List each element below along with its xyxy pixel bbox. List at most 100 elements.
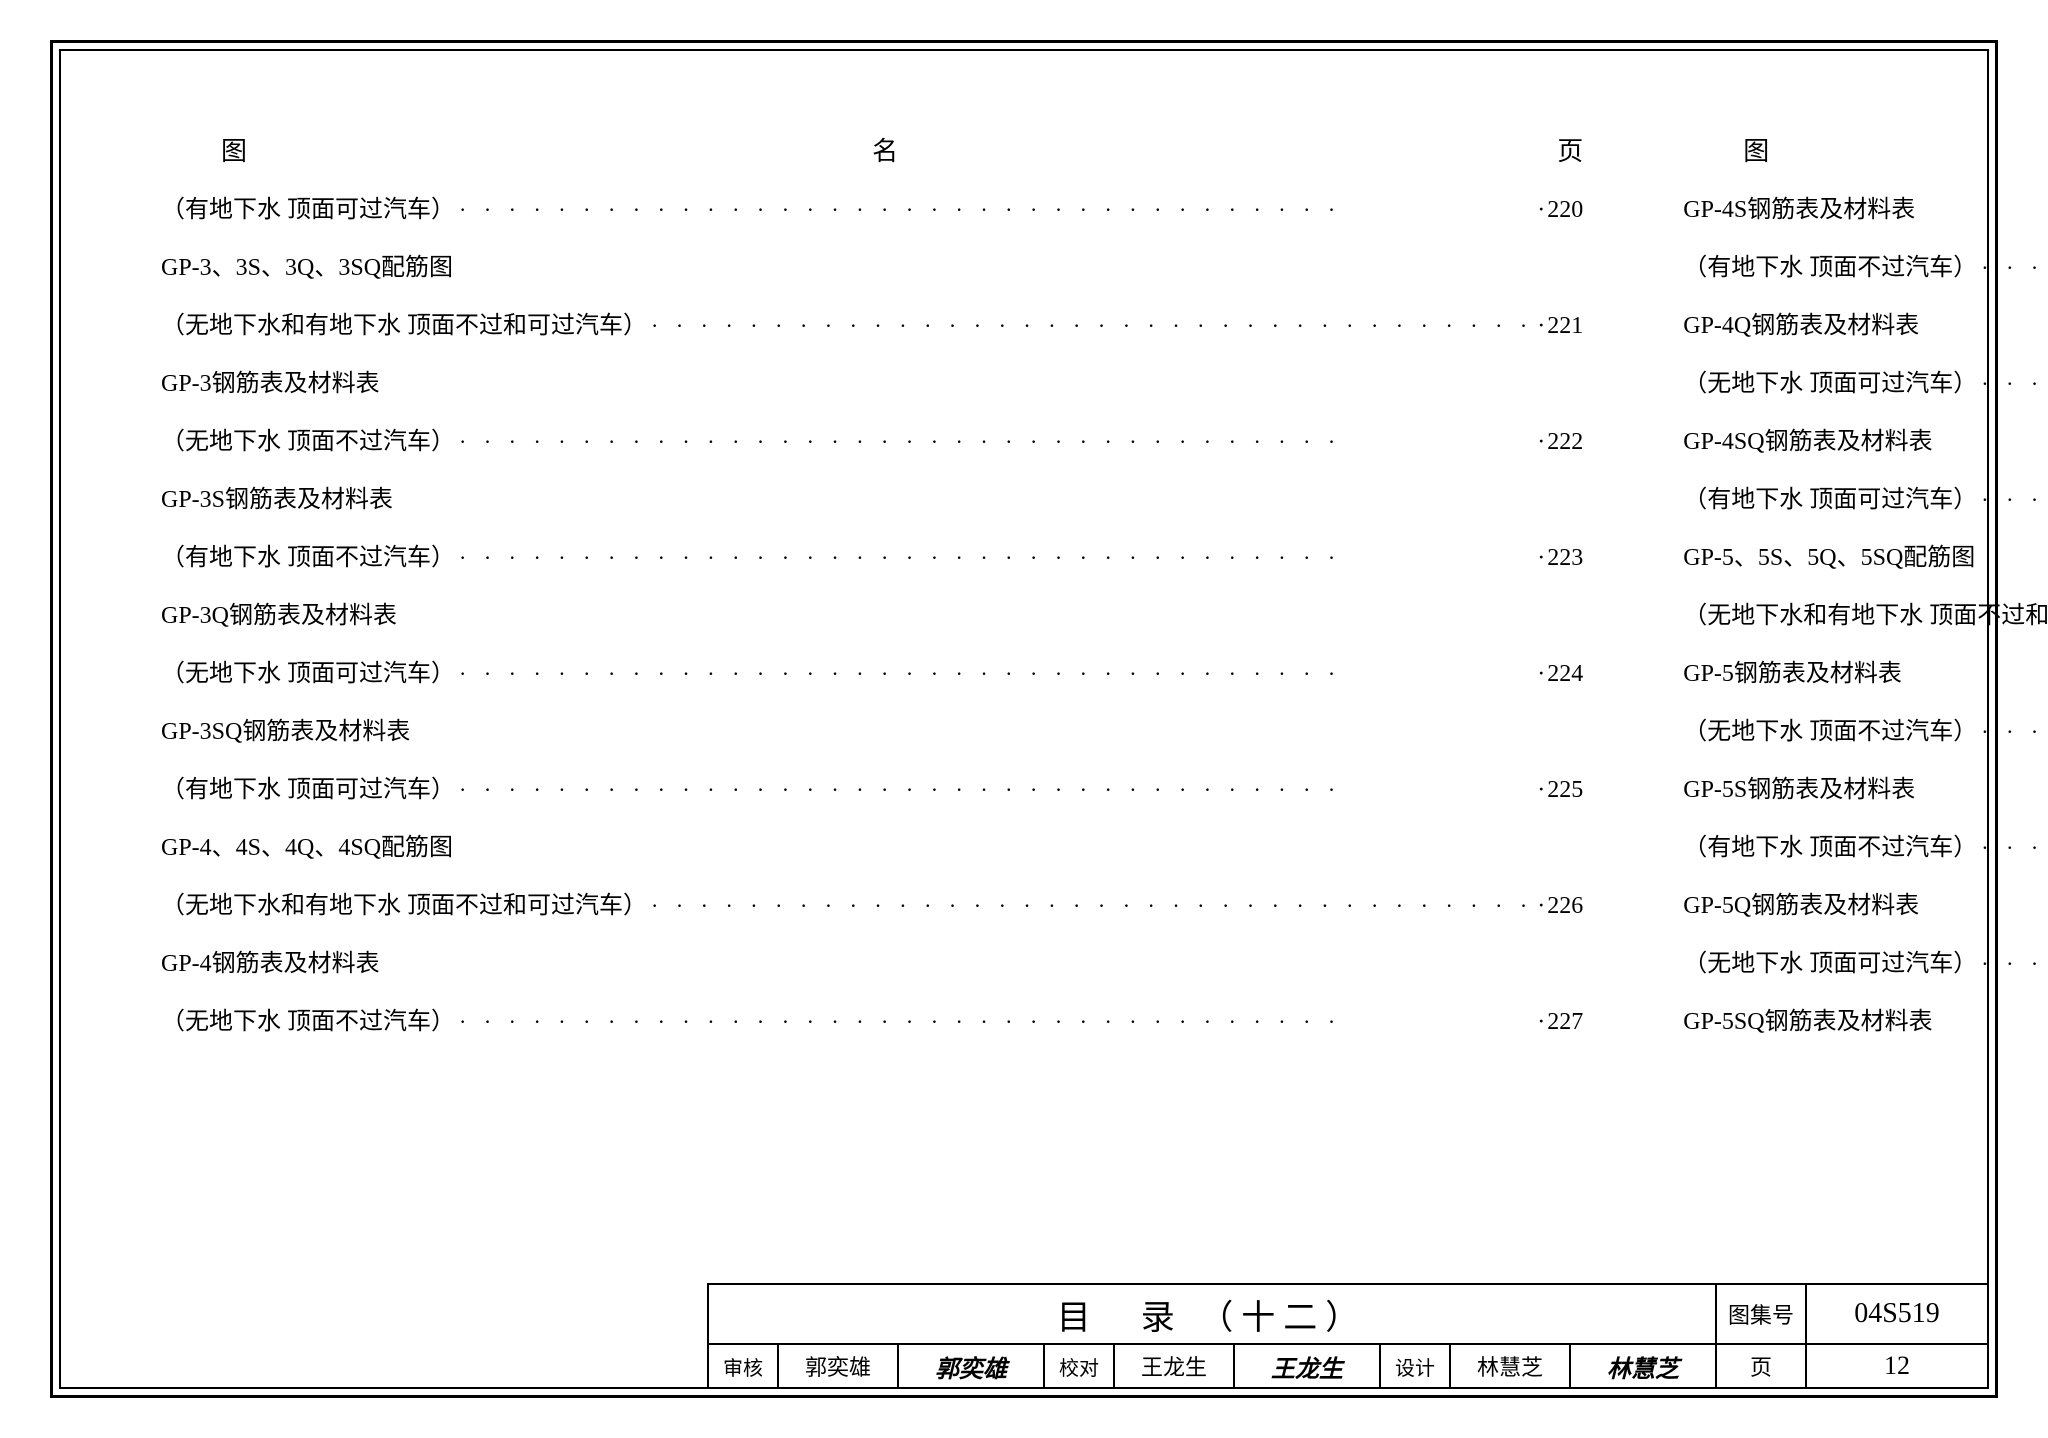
toc-entry: GP-5SQ钢筋表及材料表 [1683, 1010, 2048, 1034]
toc-entry-title: GP-5Q钢筋表及材料表 [1683, 894, 1919, 918]
toc-entry: （无地下水和有地下水 顶面不过和可过汽车） 226 [161, 894, 1583, 918]
toc-entry: GP-4、4S、4Q、4SQ配筋图 [161, 836, 1583, 860]
design-signature: 林慧芝 [1571, 1345, 1717, 1387]
drawing-code-value: 04S519 [1807, 1285, 1987, 1343]
toc-entry: GP-3、3S、3Q、3SQ配筋图 [161, 256, 1583, 280]
toc-right-column: 图 名 页 GP-4S钢筋表及材料表 （有地下水 顶面不过汽车）228 GP-4Q钢… [1683, 131, 2048, 1257]
toc-entry: （无地下水和有地下水 顶面不过和可过汽车）231 [1683, 604, 2048, 628]
page-value: 12 [1807, 1345, 1987, 1387]
toc-entry: （无地下水 顶面可过汽车）224 [161, 662, 1583, 686]
page-label: 页 [1717, 1345, 1807, 1387]
title-block-row-1: 目 录 （十二） 图集号 04S519 [709, 1285, 1987, 1343]
toc-leader-dots [455, 547, 1537, 569]
toc-entry-page: 224 [1537, 662, 1583, 686]
toc-entry: （无地下水 顶面不过汽车）232 [1683, 720, 2048, 744]
toc-entry-title: （无地下水和有地下水 顶面不过和可过汽车） [161, 894, 647, 918]
toc-entry-title: （有地下水 顶面可过汽车） [161, 778, 455, 802]
toc-entry: （无地下水 顶面不过汽车） 222 [161, 430, 1583, 454]
toc-entry-title: （无地下水 顶面不过汽车） [161, 430, 455, 454]
toc-entry: （无地下水 顶面可过汽车）229 [1683, 372, 2048, 396]
toc-entry: GP-4SQ钢筋表及材料表 [1683, 430, 2048, 454]
toc-leader-dots [1977, 489, 2048, 511]
toc-leader-dots [455, 779, 1537, 801]
toc-leader-dots [455, 1011, 1537, 1033]
drawing-title: 目 录 （十二） [709, 1285, 1717, 1343]
toc-leader-dots [1977, 721, 2048, 743]
design-name: 林慧芝 [1451, 1345, 1571, 1387]
toc-entry: GP-3Q钢筋表及材料表 [161, 604, 1583, 628]
toc-entry: GP-5S钢筋表及材料表 [1683, 778, 2048, 802]
toc-entry: （有地下水 顶面不过汽车）228 [1683, 256, 2048, 280]
toc-entry-title: GP-3钢筋表及材料表 [161, 372, 380, 396]
toc-entry-title: GP-4、4S、4Q、4SQ配筋图 [161, 836, 453, 860]
toc-entry-title: GP-5、5S、5Q、5SQ配筋图 [1683, 546, 1975, 570]
toc-content: 图 名 页 （有地下水 顶面可过汽车）220GP-3、3S、3Q、3SQ配筋图（… [161, 131, 1887, 1257]
toc-entry: （有地下水 顶面不过汽车） 223 [161, 546, 1583, 570]
column-header: 图 名 页 [1683, 131, 2048, 168]
drawing-code-label: 图集号 [1717, 1285, 1807, 1343]
review-name: 郭奕雄 [779, 1345, 899, 1387]
toc-leader-dots [1977, 953, 2048, 975]
toc-entry: GP-5钢筋表及材料表 [1683, 662, 2048, 686]
check-signature: 王龙生 [1235, 1345, 1381, 1387]
toc-entry-title: （有地下水 顶面不过汽车） [161, 546, 455, 570]
toc-entry: （无地下水 顶面不过汽车）227 [161, 1010, 1583, 1034]
toc-entry: GP-5Q钢筋表及材料表 [1683, 894, 2048, 918]
toc-entry-title: （无地下水 顶面可过汽车） [1683, 952, 1977, 976]
toc-left-entries: （有地下水 顶面可过汽车）220 GP-3、3S、3Q、3SQ配筋图 （无地下水和有… [161, 198, 1583, 1068]
toc-entry-title: GP-4S钢筋表及材料表 [1683, 198, 1915, 222]
toc-entry-title: （有地下水 顶面不过汽车） [1683, 256, 1977, 280]
toc-entry-title: （有地下水 顶面不过汽车） [1683, 836, 1977, 860]
design-label: 设计 [1381, 1345, 1451, 1387]
review-signature: 郭奕雄 [899, 1345, 1045, 1387]
toc-entry-title: GP-5钢筋表及材料表 [1683, 662, 1902, 686]
toc-entry-page: 226 [1537, 894, 1583, 918]
toc-entry: （有地下水 顶面可过汽车）225 [161, 778, 1583, 802]
check-label: 校对 [1045, 1345, 1115, 1387]
toc-entry-page: 227 [1537, 1010, 1583, 1034]
review-label: 审核 [709, 1345, 779, 1387]
title-block: 目 录 （十二） 图集号 04S519 审核 郭奕雄 郭奕雄 校对 王龙生 王龙… [707, 1283, 1987, 1387]
toc-leader-dots [1977, 373, 2048, 395]
toc-entry: GP-4S钢筋表及材料表 [1683, 198, 2048, 222]
toc-leader-dots [647, 895, 1537, 917]
toc-entry: （有地下水 顶面可过汽车）220 [161, 198, 1583, 222]
toc-leader-dots [647, 315, 1537, 337]
toc-entry-title: GP-3、3S、3Q、3SQ配筋图 [161, 256, 453, 280]
toc-entry: GP-4Q钢筋表及材料表 [1683, 314, 2048, 338]
title-block-row-2: 审核 郭奕雄 郭奕雄 校对 王龙生 王龙生 设计 林慧芝 林慧芝 页 12 [709, 1343, 1987, 1387]
toc-entry-title: （无地下水 顶面可过汽车） [1683, 372, 1977, 396]
toc-entry-title: GP-5SQ钢筋表及材料表 [1683, 1010, 1932, 1034]
toc-entry-title: （有地下水 顶面可过汽车） [161, 198, 455, 222]
toc-entry-page: 222 [1537, 430, 1583, 454]
header-figure: 图 [1743, 131, 1769, 168]
toc-leader-dots [1977, 837, 2048, 859]
toc-entry-title: （无地下水和有地下水 顶面不过和可过汽车） [161, 314, 647, 338]
toc-leader-dots [455, 431, 1537, 453]
toc-entry-title: GP-4Q钢筋表及材料表 [1683, 314, 1919, 338]
toc-entry: （无地下水 顶面可过汽车）234 [1683, 952, 2048, 976]
toc-entry-page: 223 [1537, 546, 1583, 570]
toc-entry-title: （有地下水 顶面可过汽车） [1683, 488, 1977, 512]
page-inner-frame: 图 名 页 （有地下水 顶面可过汽车）220GP-3、3S、3Q、3SQ配筋图（… [59, 49, 1989, 1389]
toc-entry: （有地下水 顶面不过汽车）233 [1683, 836, 2048, 860]
header-name: 名 [1769, 131, 2048, 168]
toc-entry: （有地下水 顶面可过汽车）230 [1683, 488, 2048, 512]
header-figure: 图 [221, 131, 247, 168]
toc-entry: （无地下水和有地下水 顶面不过和可过汽车）221 [161, 314, 1583, 338]
page-outer-frame: 图 名 页 （有地下水 顶面可过汽车）220GP-3、3S、3Q、3SQ配筋图（… [50, 40, 1998, 1398]
header-page: 页 [1523, 131, 1583, 168]
toc-entry-title: GP-3Q钢筋表及材料表 [161, 604, 397, 628]
toc-entry-title: （无地下水 顶面不过汽车） [1683, 720, 1977, 744]
toc-entry: GP-3S钢筋表及材料表 [161, 488, 1583, 512]
toc-entry-title: （无地下水和有地下水 顶面不过和可过汽车） [1683, 604, 2048, 628]
header-name: 名 [247, 131, 1523, 168]
toc-entry-title: GP-3SQ钢筋表及材料表 [161, 720, 410, 744]
toc-leader-dots [1977, 257, 2048, 279]
toc-entry-title: GP-4SQ钢筋表及材料表 [1683, 430, 1932, 454]
toc-entry: GP-4钢筋表及材料表 [161, 952, 1583, 976]
toc-right-entries: GP-4S钢筋表及材料表 （有地下水 顶面不过汽车）228 GP-4Q钢筋表及材料表… [1683, 198, 2048, 1068]
toc-leader-dots [455, 663, 1537, 685]
check-name: 王龙生 [1115, 1345, 1235, 1387]
toc-entry-title: GP-4钢筋表及材料表 [161, 952, 380, 976]
